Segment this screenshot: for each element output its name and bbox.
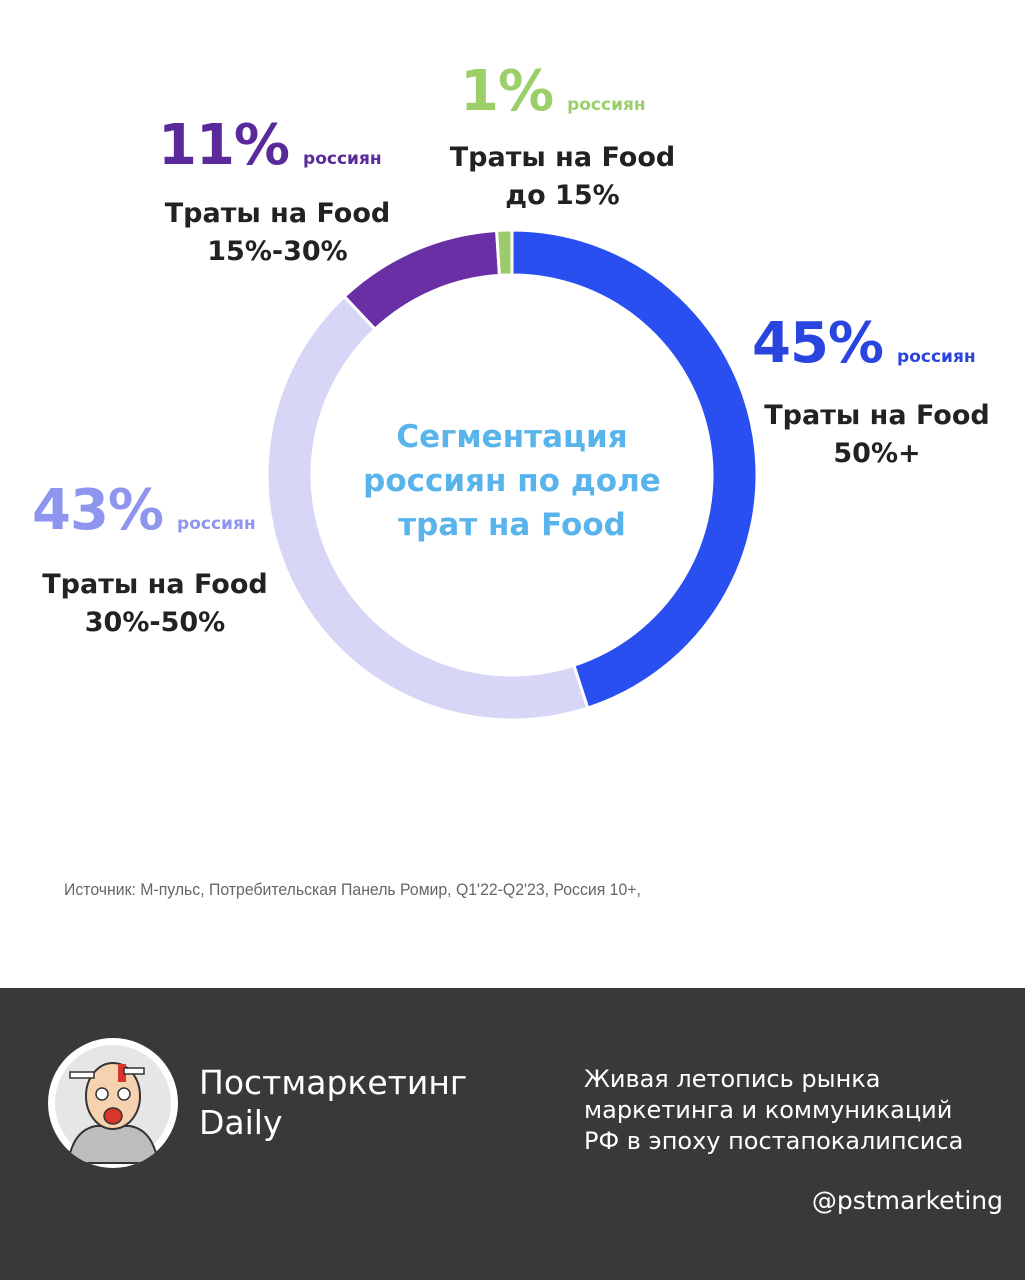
avatar	[48, 1038, 178, 1168]
slice-line1: Траты на Food	[164, 198, 391, 229]
slice-line2: 30%-50%	[84, 607, 226, 638]
donut-slice-1	[495, 228, 514, 277]
slice-pct: 11%	[158, 113, 290, 178]
slice-line1: Траты на Food	[764, 400, 990, 431]
slice-line1: Траты на Food	[449, 142, 676, 173]
slice-pct: 1%	[460, 59, 554, 124]
chart-center-title: Сегментация россиян по доле трат на Food	[330, 415, 694, 547]
slice-line2: до 15%	[505, 180, 620, 211]
source-note: Источник: М-пульс, Потребительская Панел…	[64, 880, 641, 899]
brand-line: Daily	[199, 1103, 283, 1142]
donut-slice-45	[510, 228, 759, 710]
brand-name: Постмаркетинг Daily	[199, 1063, 467, 1143]
center-title-line: россиян по доле	[363, 463, 661, 499]
slice-unit: россиян	[303, 149, 382, 169]
slice-pct: 45%	[752, 311, 884, 376]
footer-banner: Постмаркетинг Daily Живая летопись рынка…	[0, 988, 1025, 1280]
avatar-illustration-icon	[55, 1045, 171, 1164]
tagline-line: маркетинга и коммуникаций	[584, 1096, 953, 1124]
tagline-line: РФ в эпоху постапокалипсиса	[584, 1127, 964, 1155]
slice-line2: 50%+	[833, 438, 921, 469]
slice-unit: россиян	[897, 347, 976, 367]
tagline: Живая летопись рынка маркетинга и коммун…	[584, 1064, 963, 1157]
slice-pct: 43%	[32, 478, 164, 543]
brand-line: Постмаркетинг	[199, 1063, 468, 1102]
slice-unit: россиян	[177, 514, 256, 534]
tagline-line: Живая летопись рынка	[584, 1065, 881, 1093]
slice-label-45: 45% россиян Траты на Food 50%+	[752, 316, 1002, 473]
slice-label-1: 1% россиян Траты на Food до 15%	[440, 64, 685, 215]
slice-line2: 15%-30%	[207, 236, 348, 267]
center-title-line: трат на Food	[398, 507, 626, 543]
donut-chart	[265, 228, 759, 722]
slice-line1: Траты на Food	[42, 569, 268, 600]
slice-unit: россиян	[567, 95, 646, 115]
center-title-line: Сегментация	[396, 419, 628, 455]
slice-label-11: 11% россиян Траты на Food 15%-30%	[150, 118, 405, 271]
slice-label-43: 43% россиян Траты на Food 30%-50%	[30, 483, 280, 642]
channel-handle[interactable]: @pstmarketing	[811, 1186, 1003, 1215]
donut-slice-43	[265, 294, 590, 722]
